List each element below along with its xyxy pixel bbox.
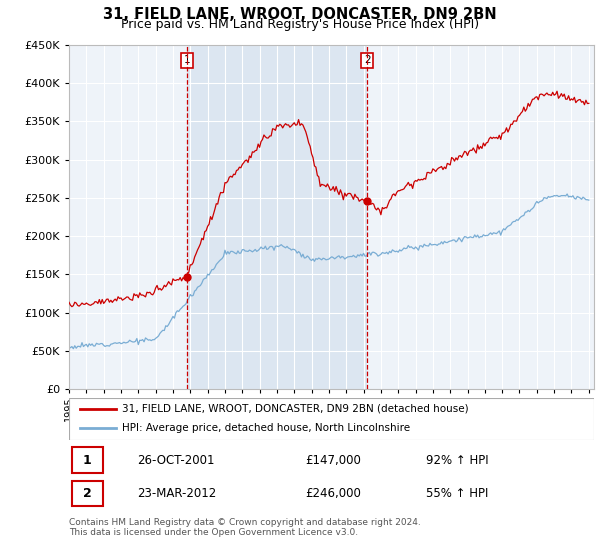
- Text: 1: 1: [83, 454, 92, 466]
- Text: Contains HM Land Registry data © Crown copyright and database right 2024.
This d: Contains HM Land Registry data © Crown c…: [69, 518, 421, 538]
- Text: 31, FIELD LANE, WROOT, DONCASTER, DN9 2BN (detached house): 31, FIELD LANE, WROOT, DONCASTER, DN9 2B…: [121, 404, 468, 414]
- Text: £246,000: £246,000: [305, 487, 361, 500]
- Bar: [71, 447, 103, 473]
- Text: 1: 1: [184, 55, 190, 65]
- Text: 55% ↑ HPI: 55% ↑ HPI: [426, 487, 488, 500]
- Text: HPI: Average price, detached house, North Lincolnshire: HPI: Average price, detached house, Nort…: [121, 423, 410, 433]
- Text: 31, FIELD LANE, WROOT, DONCASTER, DN9 2BN: 31, FIELD LANE, WROOT, DONCASTER, DN9 2B…: [103, 7, 497, 22]
- Text: £147,000: £147,000: [305, 454, 361, 466]
- Text: 2: 2: [364, 55, 371, 65]
- Text: 2: 2: [83, 487, 92, 500]
- Bar: [187, 45, 367, 389]
- Bar: [71, 481, 103, 506]
- Text: Price paid vs. HM Land Registry's House Price Index (HPI): Price paid vs. HM Land Registry's House …: [121, 18, 479, 31]
- Text: 26-OCT-2001: 26-OCT-2001: [137, 454, 215, 466]
- Text: 92% ↑ HPI: 92% ↑ HPI: [426, 454, 488, 466]
- Text: 23-MAR-2012: 23-MAR-2012: [137, 487, 217, 500]
